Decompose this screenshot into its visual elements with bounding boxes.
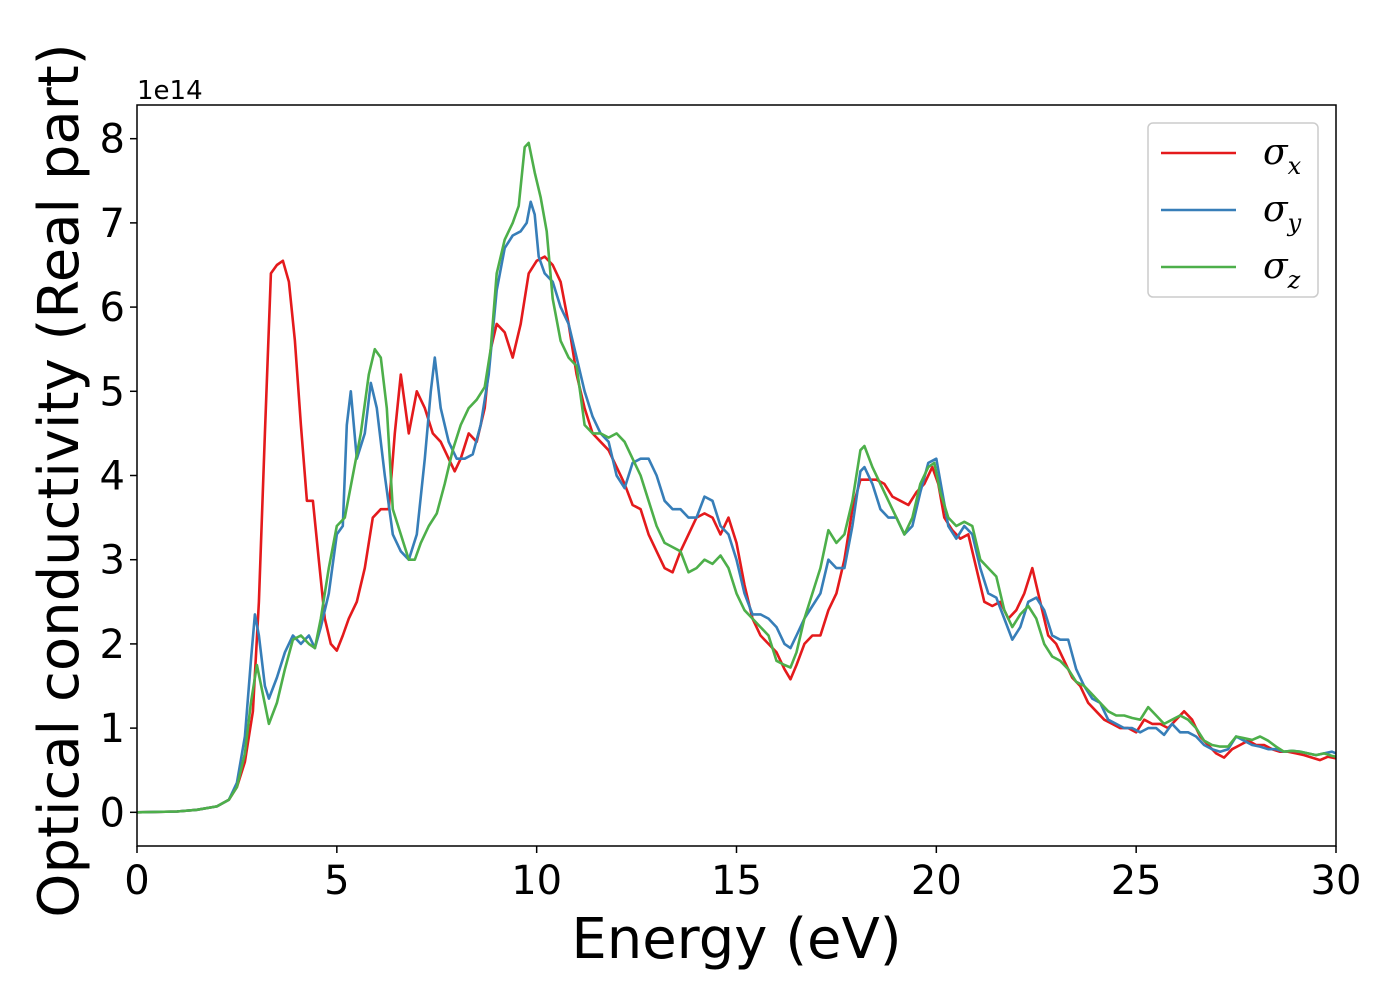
x-axis: 0 5 10 15 20 25 30 [124,846,1361,904]
y-tick-label: 3 [100,538,125,584]
legend: σx σy σz [1147,122,1319,298]
x-tick-label: 20 [911,858,962,904]
series-line-y [137,200,1336,814]
y-tick-label: 8 [100,117,125,163]
x-tick-label: 10 [511,858,562,904]
x-tick-label: 5 [324,858,349,904]
y-tick-label: 6 [100,285,125,331]
x-tick-label: 15 [711,858,762,904]
y-axis-label: Optical conductivity (Real part) [27,43,92,917]
legend-label-x: σx [1263,132,1302,180]
y-offset-label: 1e14 [137,76,203,106]
y-tick-label: 1 [100,706,125,752]
y-tick-label: 7 [100,201,125,247]
series-line-z [137,141,1336,814]
y-tick-label: 2 [100,622,125,668]
x-tick-label: 30 [1311,858,1362,904]
y-tick-label: 5 [100,369,125,415]
y-tick-label: 0 [100,790,125,836]
y-tick-label: 4 [100,454,125,500]
legend-label-y: σy [1263,189,1302,237]
legend-label-z: σz [1263,246,1301,294]
x-tick-label: 0 [124,858,149,904]
x-tick-label: 25 [1111,858,1162,904]
plot-area [137,141,1336,814]
x-axis-label: Energy (eV) [571,907,901,972]
y-axis: 0 1 2 3 4 5 6 7 8 [100,117,137,836]
